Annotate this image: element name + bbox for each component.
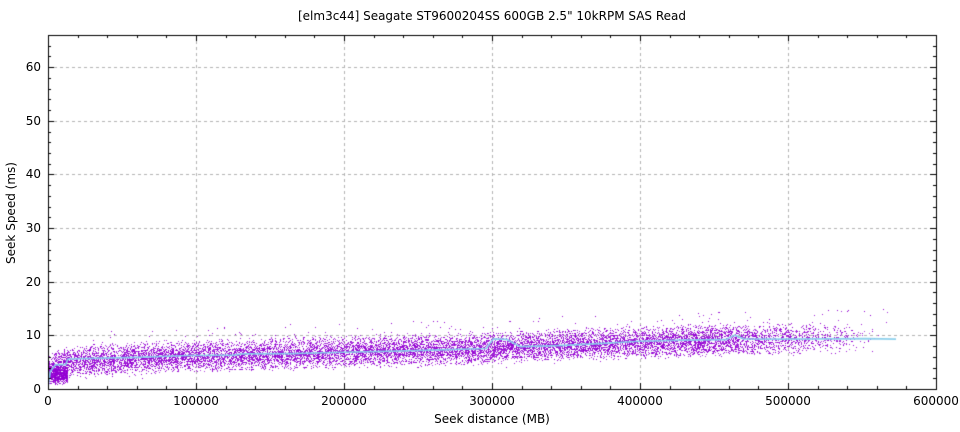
y-tick-label: 10: [25, 328, 41, 343]
x-tick-label: 0: [44, 394, 52, 408]
y-tick-label: 60: [25, 60, 41, 75]
y-tick-label: 40: [25, 167, 41, 182]
x-tick-label: 100000: [173, 394, 219, 408]
x-tick-label: 600000: [913, 394, 959, 408]
y-tick-label: 50: [25, 113, 41, 128]
x-tick-label: 500000: [765, 394, 811, 408]
y-tick-label: 0: [33, 382, 41, 396]
y-tick-label: 20: [25, 274, 41, 289]
x-tick-label: 200000: [321, 394, 367, 408]
x-tick-label: 300000: [469, 394, 515, 408]
y-tick-label: 30: [25, 221, 41, 236]
chart-title: [elm3c44] Seagate ST9600204SS 600GB 2.5"…: [297, 9, 686, 23]
x-axis-label: Seek distance (MB): [434, 412, 550, 426]
x-tick-label: 400000: [617, 394, 663, 408]
